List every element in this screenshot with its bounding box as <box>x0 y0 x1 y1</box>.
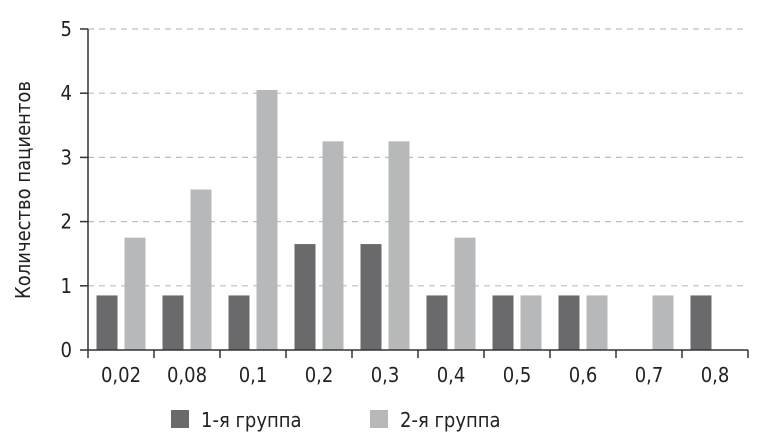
y-tick-label: 2 <box>61 210 72 234</box>
bar-0,8-series-1 <box>690 295 712 350</box>
x-tick-label: 0,3 <box>371 363 400 387</box>
bar-0,5-series-2 <box>520 295 542 350</box>
x-tick-label: 0,02 <box>101 363 141 387</box>
bar-0,6-series-2 <box>586 295 608 350</box>
bar-0,5-series-1 <box>492 295 514 350</box>
x-tick-label: 0,7 <box>635 363 664 387</box>
bar-0,2-series-1 <box>294 244 316 350</box>
y-axis-label: Количество пациентов <box>11 81 35 299</box>
bar-0,7-series-2 <box>652 295 674 350</box>
bar-0,1-series-2 <box>256 89 278 351</box>
bar-0,2-series-2 <box>322 141 344 350</box>
legend-swatch-series-1 <box>171 410 189 428</box>
bar-0,6-series-1 <box>558 295 580 350</box>
bar-0,1-series-1 <box>228 295 250 350</box>
x-tick-label: 0,5 <box>503 363 532 387</box>
bar-0,3-series-1 <box>360 244 382 350</box>
legend-label-series-1: 1-я группа <box>201 408 302 432</box>
legend-label-series-2: 2-я группа <box>400 408 501 432</box>
x-tick-label: 0,08 <box>167 363 207 387</box>
x-tick-label: 0,6 <box>569 363 598 387</box>
x-tick-label: 0,4 <box>437 363 466 387</box>
bar-0,02-series-1 <box>96 295 118 350</box>
x-tick-label: 0,2 <box>305 363 334 387</box>
y-tick-label: 4 <box>61 81 72 105</box>
bars <box>96 89 712 351</box>
x-tick-label: 0,8 <box>701 363 730 387</box>
gridlines <box>88 28 748 287</box>
legend: 1-я группа 2-я группа <box>171 408 501 432</box>
y-tick-label: 5 <box>61 17 72 41</box>
axes <box>87 29 748 351</box>
x-tick-labels: 0,02 0,08 0,1 0,2 0,3 0,4 0,5 0,6 0,7 0,8 <box>87 350 749 387</box>
y-tick-labels: 0 1 2 3 4 5 <box>61 17 88 362</box>
legend-swatch-series-2 <box>370 410 388 428</box>
bar-0,08-series-2 <box>190 189 212 350</box>
bar-0,4-series-2 <box>454 237 476 350</box>
bar-0,3-series-2 <box>388 141 410 350</box>
y-tick-label: 1 <box>61 274 72 298</box>
bar-0,02-series-2 <box>124 237 146 350</box>
y-tick-label: 0 <box>61 338 72 362</box>
bar-0,4-series-1 <box>426 295 448 350</box>
y-tick-label: 3 <box>61 145 72 169</box>
x-tick-label: 0,1 <box>239 363 268 387</box>
bar-0,08-series-1 <box>162 295 184 350</box>
